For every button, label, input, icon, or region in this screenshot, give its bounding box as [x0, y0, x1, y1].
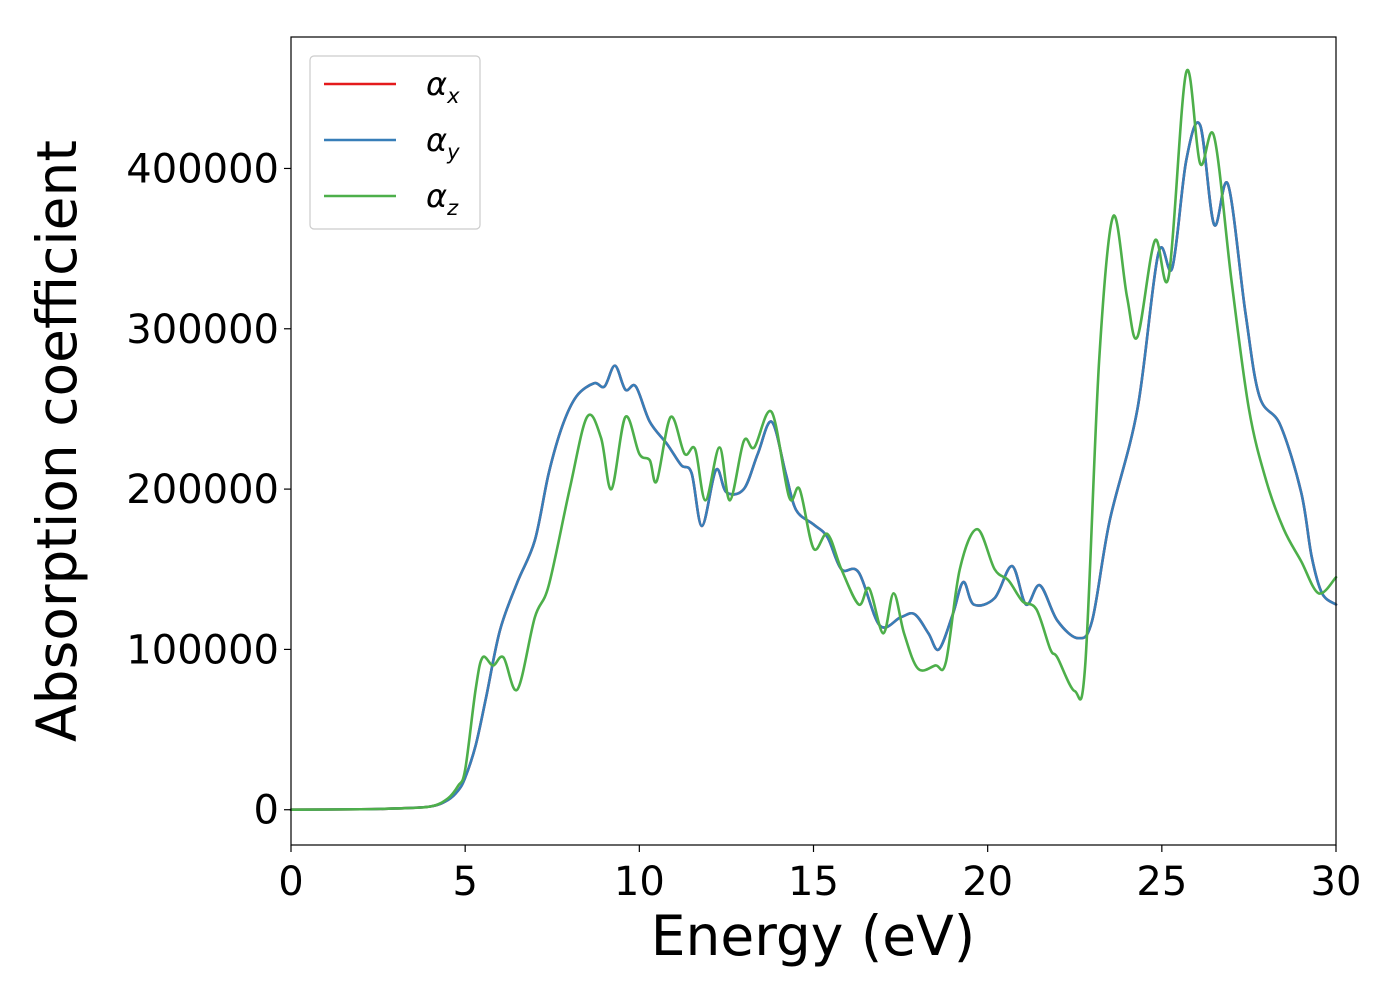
y-tick-label: 300000: [126, 307, 279, 353]
plot-lines: [289, 68, 1338, 812]
x-axis-label: Energy (eV): [651, 904, 975, 968]
x-tick-label: 10: [614, 859, 665, 905]
x-tick-label: 30: [1311, 859, 1362, 905]
y-tick-label: 200000: [126, 467, 279, 513]
y-tick-label: 100000: [126, 627, 279, 673]
legend-box: [309, 55, 481, 230]
legend-label-2: αy: [426, 121, 460, 164]
legend-label-1: αx: [426, 65, 460, 108]
x-tick-label: 20: [962, 859, 1013, 905]
legend: αx αy αz: [309, 55, 481, 230]
y-tick-label: 400000: [126, 146, 279, 192]
series-line-3: [289, 68, 1338, 812]
y-axis-label: Absorption coefficient: [25, 140, 89, 742]
x-tick-label: 5: [452, 859, 477, 905]
x-axis-ticks: 0 5 10 15 20 25 30: [278, 845, 1361, 905]
legend-label-3: αz: [426, 177, 459, 220]
x-tick-label: 25: [1136, 859, 1187, 905]
x-tick-label: 0: [278, 859, 303, 905]
x-tick-label: 15: [788, 859, 839, 905]
y-axis-ticks: 0 100000 200000 300000 400000: [126, 146, 291, 834]
y-tick-label: 0: [254, 788, 279, 834]
